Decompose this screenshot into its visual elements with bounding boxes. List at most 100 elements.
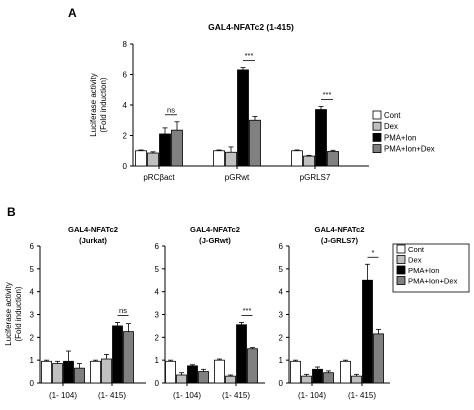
y-tick-label: 0 [279, 379, 284, 388]
chart-title: (Jurkat) [79, 236, 107, 245]
y-axis-label: (Fold induction) [99, 77, 108, 132]
legend-label: Cont [384, 111, 401, 120]
y-axis-label: (Fold induction) [14, 286, 23, 341]
bar-dex-1 [176, 374, 187, 384]
bar-cont-3 [291, 150, 303, 167]
legend-swatch [372, 132, 382, 142]
legend-label: Dex [384, 122, 398, 131]
x-tick-label: (1- 104) [298, 391, 326, 400]
y-tick-label: 4 [123, 101, 128, 110]
legend-swatch [396, 265, 406, 275]
x-tick-label: (1- 415) [348, 391, 376, 400]
bar-pma-ion-dex-1 [171, 129, 183, 167]
bar-pma-ion-3 [315, 109, 327, 167]
bar-dex-2 [225, 375, 236, 384]
legend-label: Dex [408, 256, 422, 265]
bar-dex-2 [351, 375, 362, 384]
y-tick-label: 5 [30, 265, 35, 274]
chart-title: (J-GRLS7) [321, 236, 359, 245]
chart-3: GAL4-NFATc2 (J-GRwt) 0 1 2 3 4 5 6 (1- 104) (1- 41… [155, 225, 265, 400]
bar-pma-ion-dex-2 [123, 331, 134, 384]
x-tick-label: (1- 415) [98, 391, 126, 400]
legend-swatch [372, 144, 382, 154]
legend-frame [392, 243, 470, 293]
y-tick-label: 6 [30, 242, 35, 251]
bar-pma-ion-2 [237, 69, 249, 167]
y-tick-label: 6 [279, 242, 284, 251]
y-tick-label: 4 [155, 288, 160, 297]
chart-title: (J-GRwt) [199, 236, 231, 245]
bar-dex-3 [303, 155, 315, 167]
significance-label: ns [119, 306, 127, 315]
legend-swatch [396, 244, 406, 254]
legend: Cont Dex PMA+Ion PMA+Ion+Dex [372, 110, 435, 154]
legend-label: PMA+Ion+Dex [408, 277, 458, 286]
significance-label: *** [243, 306, 252, 315]
x-tick-label: (1- 415) [222, 391, 250, 400]
chart-title: GAL4-NFATc2 [315, 225, 365, 234]
y-tick-label: 1 [30, 356, 35, 365]
y-tick-label: 2 [155, 333, 160, 342]
bar-pma-ion-dex-2 [249, 119, 261, 167]
chart-title: GAL4-NFATc2 (1-415) [208, 22, 294, 32]
y-tick-label: 4 [279, 288, 284, 297]
y-tick-label: 2 [30, 333, 35, 342]
significance-label: *** [323, 90, 332, 99]
x-tick-label: (1- 104) [49, 391, 77, 400]
legend-swatch [372, 121, 382, 131]
legend-swatch [372, 110, 382, 120]
y-tick-label: 0 [155, 379, 160, 388]
legend-label: PMA+Ion [408, 266, 439, 275]
bar-dex-1 [301, 375, 312, 384]
bar-pma-ion-1 [187, 365, 198, 384]
bar-pma-ion-2 [362, 279, 373, 384]
y-tick-label: 0 [30, 379, 35, 388]
x-tick-label: pGRwt [225, 173, 250, 182]
chart-title: GAL4-NFATc2 [190, 225, 240, 234]
bar-pma-ion-2 [112, 325, 123, 384]
y-tick-label: 3 [155, 311, 160, 320]
bar-pma-ion-2 [236, 324, 247, 384]
panel-label-a: A [68, 6, 77, 20]
y-tick-label: 8 [123, 40, 128, 49]
bar-dex-1 [52, 363, 63, 384]
bar-pma-ion-1 [159, 133, 171, 167]
significance-label: * [372, 248, 375, 257]
bar-dex-1 [147, 152, 159, 167]
chart-1: GAL4-NFATc2 (1-415) Luciferase activity (F… [89, 22, 435, 182]
legend-label: Cont [408, 245, 425, 254]
bar-cont-2 [214, 359, 225, 384]
bar-pma-ion-dex-1 [74, 367, 85, 384]
bar-pma-ion-dex-3 [327, 151, 339, 167]
bar-pma-ion-dex-2 [247, 348, 258, 384]
significance-label: *** [245, 51, 254, 60]
y-tick-label: 5 [155, 265, 160, 274]
bar-cont-2 [340, 360, 351, 384]
significance-label: ns [167, 105, 175, 114]
x-tick-label: pRCβact [143, 173, 175, 182]
y-tick-label: 2 [123, 132, 128, 141]
x-tick-label: (1- 104) [173, 391, 201, 400]
bar-dex-2 [101, 358, 112, 384]
legend-swatch [396, 255, 406, 264]
y-axis-label: Luciferase activity [4, 282, 13, 346]
y-tick-label: 2 [279, 333, 284, 342]
bar-cont-1 [135, 150, 147, 167]
y-tick-label: 3 [30, 311, 35, 320]
bar-cont-2 [213, 150, 225, 167]
bar-pma-ion-dex-1 [198, 371, 209, 384]
y-tick-label: 4 [30, 288, 35, 297]
legend-label: PMA+Ion [384, 133, 416, 142]
bar-pma-ion-dex-1 [323, 372, 334, 384]
y-tick-label: 6 [155, 242, 160, 251]
y-tick-label: 6 [123, 71, 128, 80]
bar-cont-2 [90, 360, 101, 384]
panel-label-b: B [7, 205, 16, 219]
bar-pma-ion-1 [312, 368, 323, 384]
x-tick-label: pGRLS7 [300, 173, 331, 182]
bar-dex-2 [225, 151, 237, 167]
legend-label: PMA+Ion+Dex [384, 145, 435, 154]
bar-cont-1 [41, 360, 52, 384]
